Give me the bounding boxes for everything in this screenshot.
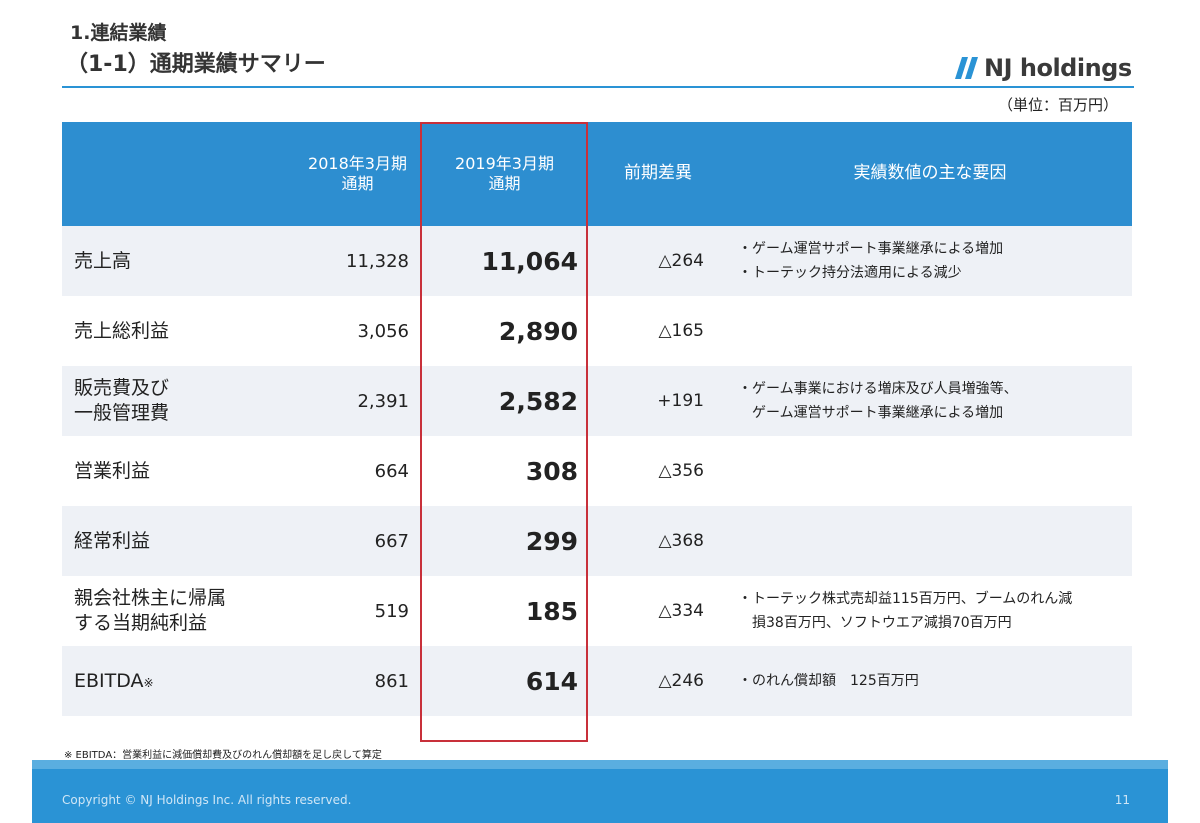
row-label: 経常利益	[62, 506, 294, 576]
title-divider	[62, 86, 1134, 88]
table-row: 親会社株主に帰属 する当期純利益 519 185 △334 ・トーテック株式売却益…	[62, 576, 1132, 646]
factor-notes: ・ゲーム事業における増床及び人員増強等、 ゲーム運営サポート事業継承による増加	[728, 366, 1132, 436]
row-label: 営業利益	[62, 436, 294, 506]
results-summary-table: 2018年3月期 通期 2019年3月期 通期 前期差異 実績数値の主な要因 売…	[62, 122, 1132, 716]
factor-note: 損38百万円、ソフトウエア減損70百万円	[738, 615, 1012, 631]
ebitda-footnote: ※ EBITDA：営業利益に減価償却費及びのれん償却額を足し戻して算定	[64, 750, 382, 761]
logo-text: NJ holdings	[984, 54, 1132, 82]
diff-value: △334	[588, 576, 728, 646]
row-label: 売上総利益	[62, 296, 294, 366]
factor-notes	[728, 296, 1132, 366]
factor-note: ・のれん償却額 125百万円	[738, 672, 919, 689]
fy2018-value: 664	[294, 436, 421, 506]
factor-note: ・トーテック株式売却益115百万円、ブームのれん減	[738, 590, 1073, 607]
fy2019-value: 308	[421, 436, 588, 506]
fy2019-value: 11,064	[421, 226, 588, 296]
row-label: EBITDA※	[62, 646, 294, 716]
diff-value: △264	[588, 226, 728, 296]
factor-note: ゲーム運営サポート事業継承による増加	[738, 405, 1004, 421]
factor-notes: ・トーテック株式売却益115百万円、ブームのれん減 損38百万円、ソフトウエア減…	[728, 576, 1132, 646]
factor-note: ・トーテック持分法適用による減少	[738, 265, 962, 281]
header-fy2018-line2: 通期	[341, 174, 374, 193]
header-label	[62, 122, 294, 226]
header-diff: 前期差異	[588, 122, 728, 226]
fy2018-value: 519	[294, 576, 421, 646]
factor-notes	[728, 436, 1132, 506]
header-fy2019-line2: 通期	[488, 174, 521, 193]
copyright-text: Copyright © NJ Holdings Inc. All rights …	[62, 793, 352, 807]
section-title: 1.連結業績	[70, 22, 167, 44]
table-row: 売上総利益 3,056 2,890 △165	[62, 296, 1132, 366]
table-header-row: 2018年3月期 通期 2019年3月期 通期 前期差異 実績数値の主な要因	[62, 122, 1132, 226]
fy2019-value: 2,890	[421, 296, 588, 366]
ebitda-footnote-mark: ※	[143, 675, 154, 690]
row-label: 販売費及び 一般管理費	[62, 366, 294, 436]
header-fy2019: 2019年3月期 通期	[421, 122, 588, 226]
fy2018-value: 3,056	[294, 296, 421, 366]
header-factors: 実績数値の主な要因	[728, 122, 1132, 226]
factor-notes: ・ゲーム運営サポート事業継承による増加 ・トーテック持分法適用による減少	[728, 226, 1132, 296]
row-label: 親会社株主に帰属 する当期純利益	[62, 576, 294, 646]
diff-value: △246	[588, 646, 728, 716]
table-row: 営業利益 664 308 △356	[62, 436, 1132, 506]
header-fy2019-line1: 2019年3月期	[455, 154, 554, 173]
header-fy2018: 2018年3月期 通期	[294, 122, 421, 226]
company-logo: NJ holdings	[954, 54, 1132, 82]
header-fy2018-line1: 2018年3月期	[308, 154, 407, 173]
fy2019-value: 614	[421, 646, 588, 716]
diff-value: △165	[588, 296, 728, 366]
factor-notes: ・のれん償却額 125百万円	[728, 646, 1132, 716]
factor-note: ・ゲーム運営サポート事業継承による増加	[738, 240, 1004, 257]
diff-value: △368	[588, 506, 728, 576]
fy2018-value: 861	[294, 646, 421, 716]
footer-accent-line	[32, 760, 1168, 769]
logo-mark-icon	[955, 57, 978, 79]
fy2019-value: 2,582	[421, 366, 588, 436]
footer-bar: Copyright © NJ Holdings Inc. All rights …	[32, 760, 1168, 823]
diff-value: +191	[588, 366, 728, 436]
factor-notes	[728, 506, 1132, 576]
table-row: 販売費及び 一般管理費 2,391 2,582 +191 ・ゲーム事業における増床…	[62, 366, 1132, 436]
table-row: 経常利益 667 299 △368	[62, 506, 1132, 576]
fy2019-value: 185	[421, 576, 588, 646]
page-number: 11	[1114, 793, 1130, 807]
unit-label: （単位：百万円）	[997, 96, 1118, 114]
table-row: 売上高 11,328 11,064 △264 ・ゲーム運営サポート事業継承による…	[62, 226, 1132, 296]
fy2018-value: 2,391	[294, 366, 421, 436]
row-label: 売上高	[62, 226, 294, 296]
fy2019-value: 299	[421, 506, 588, 576]
factor-note: ・ゲーム事業における増床及び人員増強等、	[738, 380, 1018, 397]
page-title: （1-1）通期業績サマリー	[66, 52, 326, 77]
fy2018-value: 667	[294, 506, 421, 576]
table-row: EBITDA※ 861 614 △246 ・のれん償却額 125百万円	[62, 646, 1132, 716]
diff-value: △356	[588, 436, 728, 506]
fy2018-value: 11,328	[294, 226, 421, 296]
